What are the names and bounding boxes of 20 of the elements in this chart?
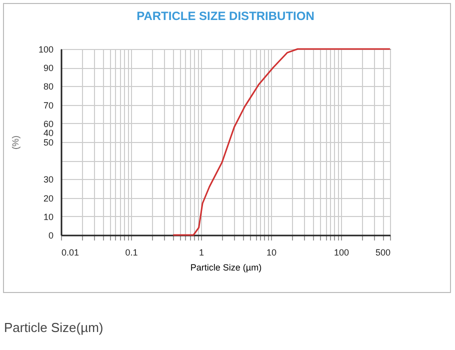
text: Particle Size(µm) <box>4 320 104 335</box>
y-axis-title: (%) <box>10 136 20 150</box>
x-tick-label: 0.01 <box>62 248 80 258</box>
y-tick-label: 60 40 <box>43 118 54 138</box>
y-tick-label: 50 <box>43 138 54 148</box>
x-tick-label: 10 <box>266 248 277 258</box>
y-tick-label: 70 <box>43 100 54 110</box>
chart-title: PARTICLE SIZE DISTRIBUTION <box>136 9 314 23</box>
x-tick-label: 100 <box>334 248 350 258</box>
x-tick-label: 1 <box>199 248 204 258</box>
x-tick-label: 0.1 <box>125 248 138 258</box>
y-tick-label: 80 <box>43 82 54 92</box>
y-tick-label: 30 <box>43 174 54 185</box>
y-tick-label: 20 <box>43 193 54 204</box>
y-tick-label: 10 <box>43 212 54 222</box>
y-tick-label: 90 <box>43 63 54 74</box>
y-tick-label: 100 <box>38 44 54 54</box>
x-tick-label: 500 <box>375 248 390 258</box>
y-tick-label: 0 <box>48 230 54 240</box>
x-axis-title: Particle Size (µm) <box>190 262 262 272</box>
